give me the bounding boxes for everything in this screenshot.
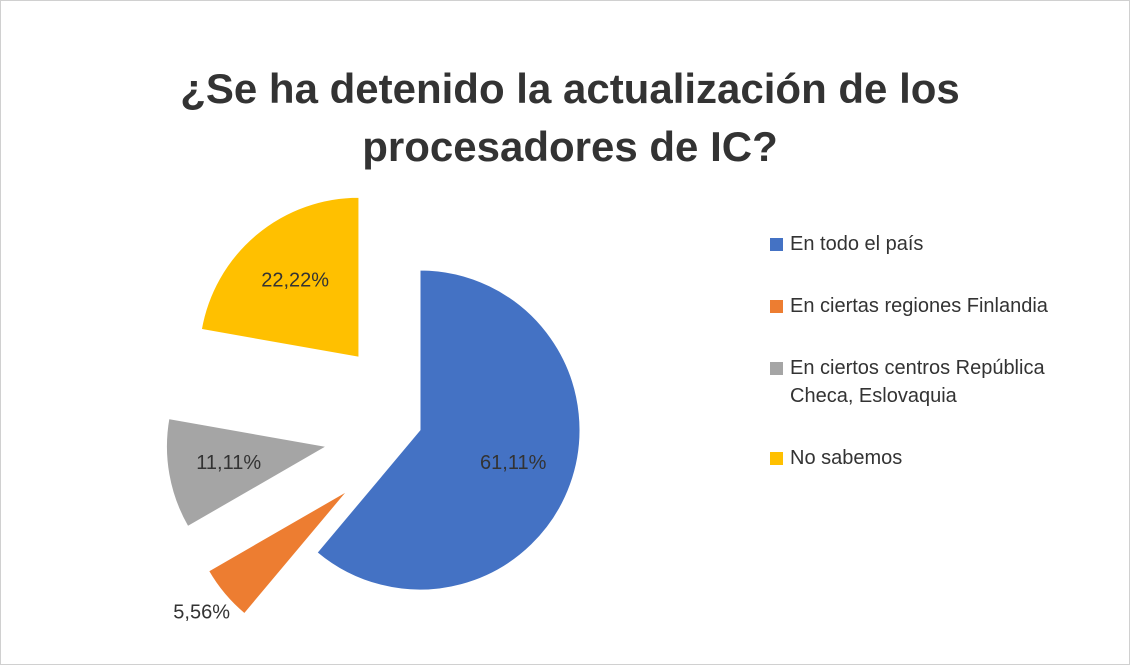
pie-slice <box>207 490 348 615</box>
legend-label: No sabemos <box>790 447 903 469</box>
legend-label: En todo el país <box>790 233 924 255</box>
legend-item: No sabemos <box>770 444 1110 472</box>
legend-label: En ciertas regiones Finlandia <box>790 295 1048 317</box>
data-label: 11,11% <box>196 452 261 474</box>
data-label: 22,22% <box>261 270 329 292</box>
legend-label: En ciertos centros República Checa, Eslo… <box>790 357 1045 407</box>
data-label: 5,56% <box>173 601 230 623</box>
chart-title: ¿Se ha detenido la actualización de los … <box>180 65 960 170</box>
legend-item: En ciertos centros República Checa, Eslo… <box>770 354 1110 410</box>
legend-item: En ciertas regiones Finlandia <box>770 292 1110 320</box>
pie-slice <box>165 418 328 528</box>
legend-swatch <box>770 300 783 313</box>
legend-item: En todo el país <box>770 230 1110 258</box>
pie-slice <box>316 269 581 591</box>
pie-slice <box>200 196 360 358</box>
legend-swatch <box>770 452 783 465</box>
data-label: 61,11% <box>480 452 547 474</box>
legend: En todo el país En ciertas regiones Finla… <box>770 230 1110 506</box>
legend-swatch <box>770 362 783 375</box>
legend-swatch <box>770 238 783 251</box>
